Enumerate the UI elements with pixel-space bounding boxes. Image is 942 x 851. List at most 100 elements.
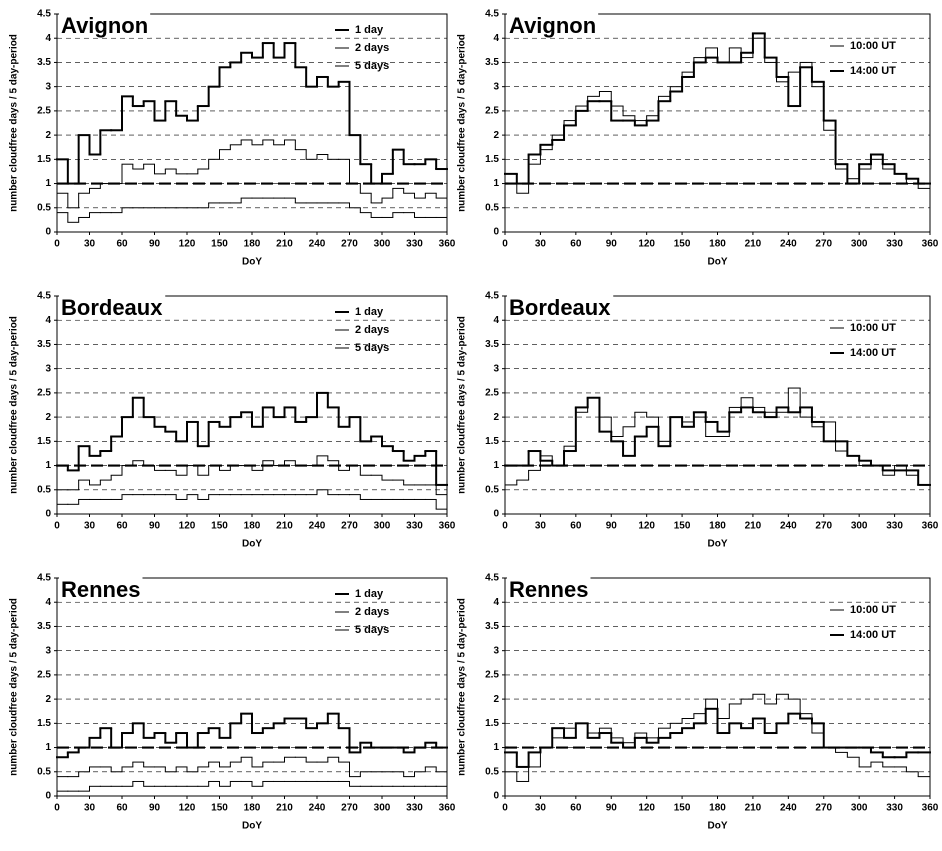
x-tick-label: 90 [149, 803, 161, 814]
y-tick-label: 1.5 [485, 436, 499, 447]
chart-title: Bordeaux [61, 295, 163, 320]
x-tick-label: 60 [116, 803, 128, 814]
y-tick-label: 0 [45, 791, 51, 802]
plot-frame [504, 577, 931, 797]
y-axis-label: number cloudfree days / 5 day-period [457, 598, 468, 776]
x-tick-label: 270 [815, 803, 832, 814]
y-tick-label: 1.5 [37, 718, 51, 729]
y-tick-label: 3.5 [37, 621, 51, 632]
y-tick-label: 2.5 [485, 670, 499, 681]
chart-title: Avignon [509, 13, 596, 38]
legend-label: 10:00 UT [850, 322, 896, 334]
x-tick-label: 150 [211, 521, 228, 532]
x-tick-label: 330 [406, 239, 423, 250]
x-tick-label: 120 [179, 239, 196, 250]
x-tick-label: 210 [745, 239, 762, 250]
x-tick-label: 180 [244, 803, 261, 814]
y-tick-label: 2 [45, 130, 51, 141]
x-tick-label: 30 [84, 803, 96, 814]
y-tick-label: 2.5 [37, 106, 51, 117]
x-tick-label: 330 [406, 521, 423, 532]
y-tick-label: 1 [45, 178, 51, 189]
y-tick-label: 1.5 [485, 718, 499, 729]
x-tick-label: 360 [922, 521, 939, 532]
legend-label: 2 days [355, 324, 389, 336]
chart-panel: 0 0.5 1 1.5 2 2.5 3 3.5 4 4.5 0 30 60 90 120 150 180 210 2… [9, 291, 456, 550]
x-tick-label: 300 [374, 803, 391, 814]
x-tick-label: 180 [244, 521, 261, 532]
legend-label: 1 day [355, 588, 384, 600]
x-tick-label: 0 [502, 239, 508, 250]
x-tick-label: 150 [674, 239, 691, 250]
y-tick-label: 3 [493, 81, 499, 92]
y-tick-label: 0.5 [37, 766, 51, 777]
x-tick-label: 240 [309, 239, 326, 250]
legend-label: 10:00 UT [850, 40, 896, 52]
x-tick-label: 270 [341, 239, 358, 250]
x-tick-label: 120 [179, 521, 196, 532]
title-background [59, 12, 151, 38]
y-tick-label: 0 [45, 509, 51, 520]
chart-panel: 0 0.5 1 1.5 2 2.5 3 3.5 4 4.5 0 30 60 90 120 150 180 210 2… [457, 9, 939, 268]
chart-panel: 0 0.5 1 1.5 2 2.5 3 3.5 4 4.5 0 30 60 90 120 150 180 210 2… [457, 573, 939, 832]
y-tick-label: 2.5 [485, 388, 499, 399]
x-tick-label: 300 [851, 803, 868, 814]
chart-title: Rennes [61, 577, 140, 602]
y-tick-label: 4 [45, 33, 51, 44]
y-tick-label: 3 [45, 645, 51, 656]
x-axis-label: DoY [708, 257, 728, 268]
y-tick-label: 1.5 [37, 436, 51, 447]
y-tick-label: 3 [45, 81, 51, 92]
y-tick-label: 3.5 [37, 339, 51, 350]
y-tick-label: 1.5 [485, 154, 499, 165]
x-tick-label: 300 [374, 239, 391, 250]
legend-label: 1 day [355, 306, 384, 318]
x-tick-label: 270 [341, 803, 358, 814]
y-tick-label: 3.5 [37, 57, 51, 68]
y-tick-label: 0 [493, 509, 499, 520]
x-tick-label: 30 [535, 239, 547, 250]
x-tick-label: 90 [149, 521, 161, 532]
y-tick-label: 0.5 [485, 766, 499, 777]
x-tick-label: 60 [570, 239, 582, 250]
x-tick-label: 360 [922, 803, 939, 814]
legend-label: 2 days [355, 606, 389, 618]
chart-panel: 0 0.5 1 1.5 2 2.5 3 3.5 4 4.5 0 30 60 90 120 150 180 210 2… [457, 291, 939, 550]
y-tick-label: 2 [45, 694, 51, 705]
x-tick-label: 90 [606, 521, 618, 532]
y-tick-label: 1 [45, 460, 51, 471]
y-tick-label: 4.5 [485, 291, 499, 302]
y-tick-label: 3 [493, 363, 499, 374]
y-tick-label: 4 [45, 315, 51, 326]
x-tick-label: 0 [502, 521, 508, 532]
x-tick-label: 120 [179, 803, 196, 814]
y-tick-label: 4 [45, 597, 51, 608]
x-tick-label: 360 [439, 521, 456, 532]
x-tick-label: 270 [815, 521, 832, 532]
y-axis-label: number cloudfree days / 5 day-period [457, 34, 468, 212]
x-tick-label: 330 [406, 803, 423, 814]
x-tick-label: 300 [374, 521, 391, 532]
y-tick-label: 2 [45, 412, 51, 423]
y-tick-label: 4.5 [37, 573, 51, 584]
x-tick-label: 150 [674, 803, 691, 814]
x-tick-label: 240 [309, 803, 326, 814]
y-tick-label: 2 [493, 130, 499, 141]
plot-frame [504, 13, 931, 233]
y-tick-label: 3.5 [485, 621, 499, 632]
x-tick-label: 360 [439, 239, 456, 250]
legend-label: 1 day [355, 24, 384, 36]
x-tick-label: 60 [570, 803, 582, 814]
x-tick-label: 300 [851, 239, 868, 250]
x-tick-label: 30 [535, 521, 547, 532]
y-tick-label: 4.5 [485, 9, 499, 20]
x-tick-label: 120 [638, 239, 655, 250]
x-tick-label: 330 [886, 803, 903, 814]
y-tick-label: 2.5 [37, 388, 51, 399]
x-tick-label: 180 [244, 239, 261, 250]
y-tick-label: 3.5 [485, 57, 499, 68]
legend-label: 10:00 UT [850, 604, 896, 616]
y-tick-label: 0.5 [485, 202, 499, 213]
y-tick-label: 2.5 [37, 670, 51, 681]
x-tick-label: 30 [535, 803, 547, 814]
